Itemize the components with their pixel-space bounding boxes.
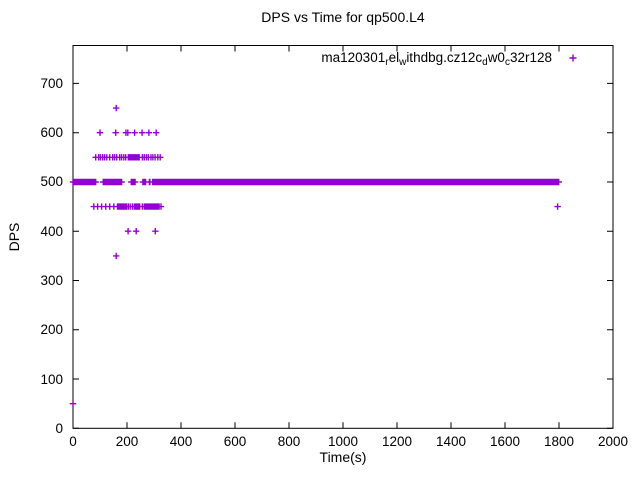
x-tick-label: 1200 [381,434,413,449]
y-tick-label: 0 [55,420,63,436]
legend: ma120301relwithdbg.cz12cdw0c32r128 [73,48,581,68]
series-points-y500 [69,178,562,186]
x-tick-label: 400 [169,434,193,449]
y-tick-label: 700 [40,75,63,91]
x-axis-label: Time(s) [319,449,367,465]
x-tick-label: 0 [69,434,77,449]
x-tick-label: 2000 [597,434,629,449]
x-tick-label: 1400 [435,434,467,449]
series-points-y50 [69,400,77,407]
legend-plus-marker-icon [569,54,577,61]
y-tick-label: 600 [40,125,63,141]
series-points-y600 [96,129,160,136]
x-tick-label: 1800 [543,434,575,449]
legend-label: ma120301relwithdbg.cz12cdw0c32r128 [321,50,552,68]
x-tick-label: 600 [223,434,247,449]
series-points-y650 [113,104,120,112]
y-tick-label: 500 [40,174,63,190]
series-points-y550 [92,154,164,161]
y-tick-label: 400 [40,223,63,239]
y-tick-label: 100 [40,371,63,387]
series-points-y450 [90,203,561,210]
x-tick-label: 1000 [327,434,359,449]
series-points-y400 [124,228,159,235]
y-tick-label: 300 [40,273,63,288]
x-tick-marks [72,45,614,429]
x-tick-label: 800 [277,434,301,449]
y-tick-marks [73,82,613,429]
series-points-y350 [113,252,120,260]
plot-border [72,45,614,429]
x-tick-label: 200 [115,434,139,449]
y-tick-label: 200 [40,322,63,338]
chart-title: DPS vs Time for qp500.L4 [261,9,425,25]
x-tick-label: 1600 [489,434,521,449]
